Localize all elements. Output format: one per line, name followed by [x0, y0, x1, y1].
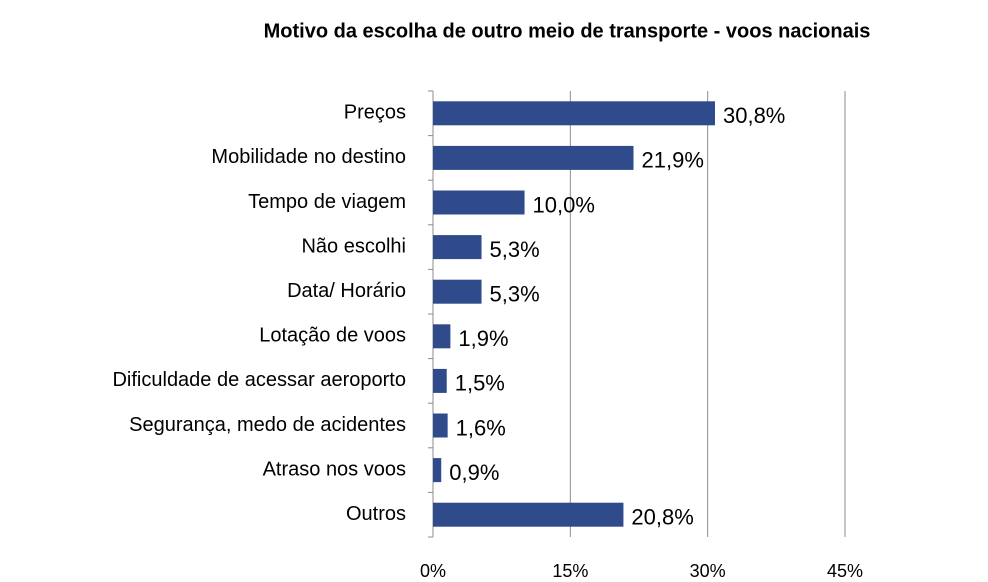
y-tick-label: Mobilidade no destino: [211, 146, 406, 168]
data-label: 30,8%: [723, 103, 785, 128]
x-tick-label: 0%: [420, 561, 446, 581]
bar: [433, 101, 715, 126]
bar: [433, 235, 482, 260]
bar: [433, 324, 451, 349]
data-label: 1,9%: [458, 326, 508, 351]
data-label: 1,5%: [455, 371, 505, 396]
bar: [433, 190, 525, 215]
y-tick-label: Data/ Horário: [287, 280, 406, 302]
y-tick-label: Lotação de voos: [259, 325, 406, 347]
x-tick-label: 45%: [827, 561, 863, 581]
y-tick-label: Dificuldade de acessar aeroporto: [112, 369, 406, 391]
y-tick-label: Tempo de viagem: [248, 191, 406, 213]
data-label: 21,9%: [642, 148, 704, 173]
y-tick-label: Preços: [344, 102, 406, 124]
y-tick-label: Segurança, medo de acidentes: [129, 414, 406, 436]
chart-title: Motivo da escolha de outro meio de trans…: [264, 20, 871, 42]
data-label: 20,8%: [631, 505, 693, 530]
y-tick-label: Atraso nos voos: [263, 458, 406, 480]
x-tick-label: 15%: [552, 561, 588, 581]
bar: [433, 458, 442, 483]
bar: [433, 413, 448, 438]
x-tick-label: 30%: [690, 561, 726, 581]
data-label: 1,6%: [456, 415, 506, 440]
data-label: 10,0%: [533, 192, 595, 217]
bar: [433, 502, 624, 527]
bar: [433, 145, 634, 170]
y-tick-label: Não escolhi: [301, 235, 406, 257]
data-label: 0,9%: [449, 460, 499, 485]
bar: [433, 368, 447, 393]
y-tick-label: Outros: [346, 503, 406, 525]
data-label: 5,3%: [490, 282, 540, 307]
data-label: 5,3%: [490, 237, 540, 262]
bar: [433, 279, 482, 304]
